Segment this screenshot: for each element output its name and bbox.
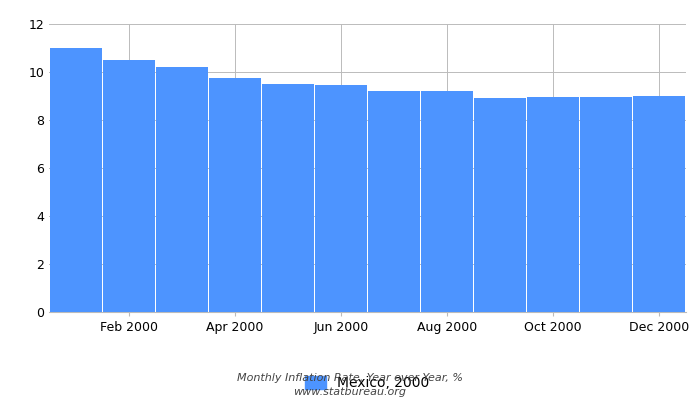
Bar — [634, 96, 685, 312]
Text: www.statbureau.org: www.statbureau.org — [293, 387, 407, 397]
Text: Monthly Inflation Rate, Year over Year, %: Monthly Inflation Rate, Year over Year, … — [237, 373, 463, 383]
Bar — [580, 97, 632, 312]
Bar — [368, 91, 420, 312]
Bar — [262, 84, 314, 312]
Bar — [527, 97, 580, 312]
Bar — [474, 98, 526, 312]
Bar — [315, 85, 367, 312]
Legend: Mexico, 2000: Mexico, 2000 — [300, 371, 435, 396]
Bar — [155, 67, 208, 312]
Bar — [209, 78, 261, 312]
Bar — [50, 48, 102, 312]
Bar — [103, 60, 155, 312]
Bar — [421, 91, 473, 312]
